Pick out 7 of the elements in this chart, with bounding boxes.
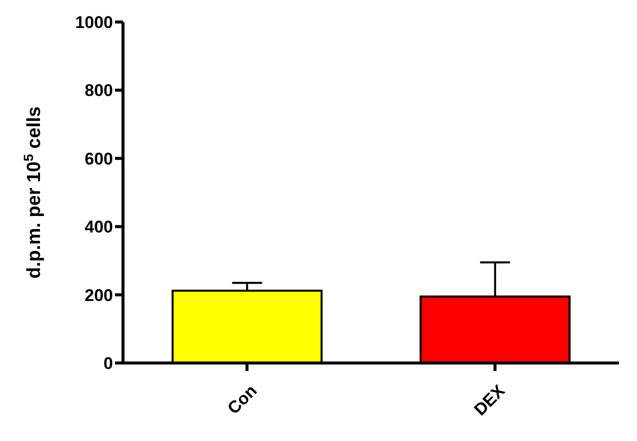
x-tick-label: Con <box>224 381 261 418</box>
y-tick-label: 0 <box>104 354 113 374</box>
y-tick-label: 200 <box>84 286 113 305</box>
y-tick-label: 1000 <box>75 13 113 32</box>
y-tick-label: 600 <box>84 149 113 168</box>
y-tick-label: 400 <box>84 218 113 237</box>
y-tick-label: 800 <box>84 81 113 100</box>
